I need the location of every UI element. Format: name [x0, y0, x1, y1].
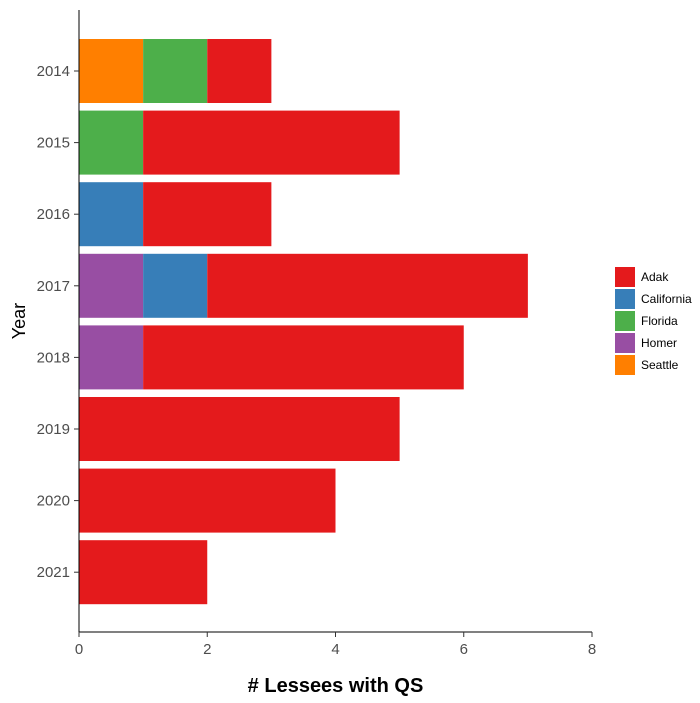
bar-2015-florida — [79, 110, 144, 175]
legend-label-adak: Adak — [641, 270, 669, 284]
y-tick-label: 2016 — [37, 206, 70, 223]
y-tick-label: 2020 — [37, 493, 70, 510]
bar-2020-adak — [79, 468, 336, 533]
y-tick-label: 2021 — [37, 564, 70, 581]
y-tick-label: 2014 — [37, 63, 70, 80]
legend-swatch-adak — [615, 267, 635, 287]
legend-label-florida: Florida — [641, 314, 678, 328]
x-ticks: 0 2 4 6 8 — [75, 632, 596, 658]
legend-swatch-homer — [615, 333, 635, 353]
bar-2021-adak — [79, 540, 208, 605]
y-tick-label: 2019 — [37, 421, 70, 438]
bar-2018-adak — [143, 325, 464, 390]
x-tick-label: 4 — [331, 641, 339, 658]
y-ticks: 2014 2015 2016 2017 2018 2019 2020 2021 — [37, 63, 79, 581]
bar-2017-california — [143, 253, 208, 318]
y-axis-title: Year — [9, 303, 29, 339]
legend-swatch-florida — [615, 311, 635, 331]
bar-2014-seattle — [79, 39, 144, 103]
x-axis-title: # Lessees with QS — [248, 675, 424, 697]
y-tick-label: 2018 — [37, 349, 70, 366]
legend-swatch-california — [615, 289, 635, 309]
bar-2018-homer — [79, 325, 144, 390]
bar-2016-california — [79, 182, 144, 247]
y-tick-label: 2017 — [37, 278, 70, 295]
legend-label-homer: Homer — [641, 336, 677, 350]
bar-2016-adak — [143, 182, 272, 247]
axes-layer — [78, 10, 592, 633]
legend-swatch-seattle — [615, 355, 635, 375]
bars-layer — [79, 39, 528, 605]
bar-2014-adak — [207, 39, 272, 103]
bar-2014-florida — [143, 39, 208, 103]
bar-2017-homer — [79, 253, 144, 318]
x-tick-label: 6 — [460, 641, 468, 658]
bar-2015-adak — [143, 110, 400, 175]
legend: Adak California Florida Homer Seattle — [615, 267, 692, 375]
legend-label-california: California — [641, 292, 692, 306]
y-tick-label: 2015 — [37, 135, 70, 152]
x-tick-label: 8 — [588, 641, 596, 658]
legend-label-seattle: Seattle — [641, 358, 679, 372]
x-tick-label: 0 — [75, 641, 83, 658]
bar-2017-adak — [207, 253, 528, 318]
x-tick-label: 2 — [203, 641, 211, 658]
bar-2019-adak — [79, 397, 400, 461]
